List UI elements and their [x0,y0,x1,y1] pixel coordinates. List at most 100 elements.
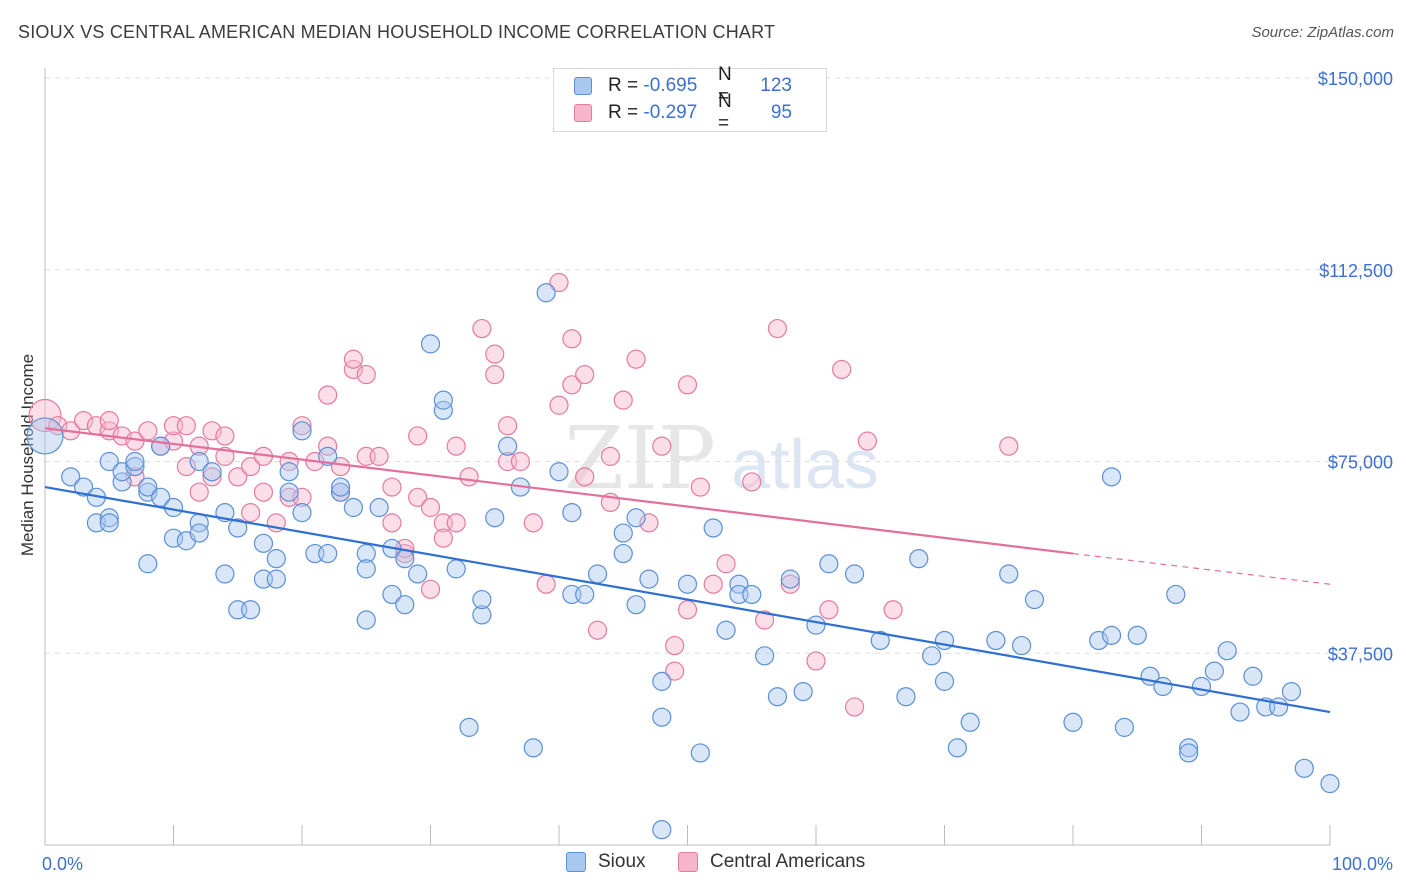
legend-n-label: N = [718,91,732,134]
sioux-point [330,482,351,502]
x-tick-label-min: 0.0% [42,854,83,874]
central-americans-point [420,579,441,599]
sioux-trend-line [44,485,1331,714]
legend-n-label: N = [718,64,732,107]
central-americans-points [28,272,1019,717]
sioux-point [279,462,299,482]
correlation-legend: R = -0.695 N = 123 R = -0.297 N = 95 [553,64,827,134]
source-credit: Source: ZipAtlas.com [1251,24,1394,41]
sioux-point [613,543,633,564]
central-americans-point [202,421,222,441]
bottom-legend-central: Central Americans [678,851,865,873]
sioux-point [1230,702,1250,722]
sioux-point [446,559,466,579]
svg-text:ZIP: ZIP [564,409,716,509]
central-americans-point [575,467,595,487]
sioux-point [189,523,209,543]
central-americans-trend-extension [1072,552,1331,585]
central-americans-point [99,410,119,431]
central-americans-point [562,375,582,395]
central-americans-point [485,364,505,385]
sioux-point [742,584,762,605]
sioux-point [844,564,865,584]
central-americans-point [523,513,543,533]
central-americans-point [292,487,312,507]
sioux-point [960,712,980,732]
central-americans-point [857,431,878,451]
y-tick-label: $37,500 [1328,644,1393,664]
sioux-point [1204,661,1224,681]
sioux-point [151,436,171,456]
sioux-point [1127,625,1147,645]
sioux-point [433,390,453,410]
sioux-point [61,467,81,487]
sioux-point [1166,584,1186,605]
central-americans-point [626,349,646,369]
sioux-point [626,595,646,615]
central-americans-point [343,359,363,380]
sioux-point [1024,589,1045,610]
sioux-point [356,610,376,630]
sioux-point [536,283,556,303]
bottom-legend-sioux: Sioux [566,851,646,873]
central-americans-point [613,390,633,410]
central-americans-point [844,697,865,717]
central-americans-point [241,457,261,477]
sioux-point [754,646,775,666]
sioux-point [228,518,248,538]
central-americans-point [382,477,402,497]
sioux-point [292,421,312,441]
sioux-point [780,569,800,589]
sioux-point [626,508,646,528]
y-tick-label: $112,500 [1319,261,1393,281]
y-tick-label: $150,000 [1318,69,1393,89]
legend-n-value: 95 [770,102,792,123]
legend-swatch-central [574,104,592,122]
sioux-point [793,681,813,702]
central-americans-point [703,574,723,594]
central-americans-point [549,272,569,293]
bottom-swatch-sioux [566,852,586,872]
axes [44,68,1331,846]
central-americans-point [652,436,672,456]
bottom-legend-central-label: Central Americans [710,851,866,872]
central-americans-point [176,416,196,436]
sioux-point [1101,467,1122,487]
central-americans-point [292,416,312,436]
sioux-point [253,533,274,553]
sioux-point [896,687,916,707]
central-americans-point [883,600,903,620]
central-americans-point [639,513,659,533]
central-americans-point [665,661,685,681]
central-americans-point [665,635,685,656]
legend-swatch-sioux [574,77,592,95]
legend-r-label: R = [608,75,639,96]
sioux-point [1063,712,1083,732]
sioux-point [806,615,826,635]
central-americans-point [189,482,209,502]
central-americans-point [780,574,800,594]
central-americans-point [767,318,788,339]
sioux-point [99,508,119,528]
sioux-point [356,543,376,564]
sioux-point [652,707,672,727]
central-americans-point [999,436,1019,456]
sioux-point [1114,717,1135,737]
sioux-point [99,513,119,533]
sioux-point [138,477,158,497]
central-americans-point [420,497,441,518]
sioux-point [1101,625,1122,645]
legend-row-central: R = -0.297 N = 95 [574,91,792,134]
central-americans-point [819,600,839,620]
central-americans-point [253,482,274,502]
sioux-point [870,630,890,651]
sioux-point [1153,676,1173,697]
sioux-point [716,620,736,640]
central-americans-point [343,349,363,369]
sioux-point [112,472,132,492]
sioux-point [292,503,312,523]
sioux-point [138,554,158,574]
sioux-point [703,518,723,538]
central-americans-point [806,651,826,671]
